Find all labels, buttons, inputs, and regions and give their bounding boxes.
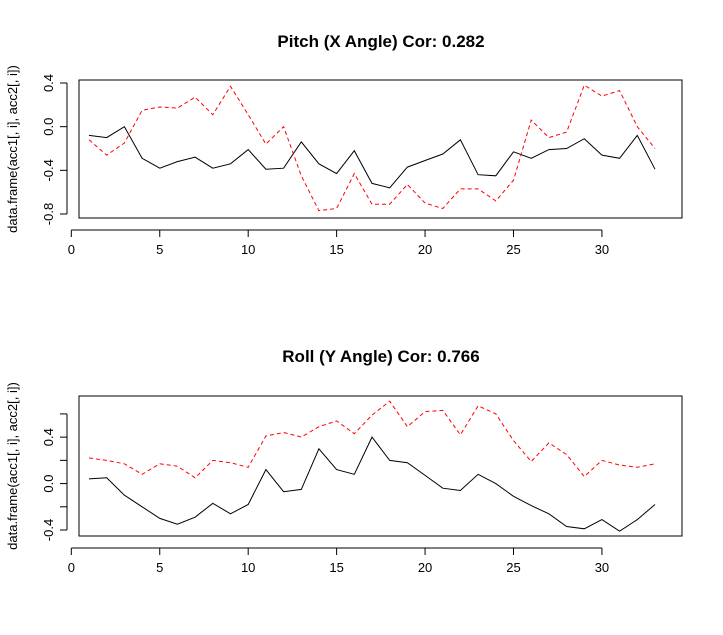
pitch-y-axis-label: data.frame(acc1[, i], acc2[, i]) — [5, 65, 20, 233]
pitch-y-tick-label: -0.8 — [41, 203, 56, 225]
roll-y-tick-label: 0.0 — [41, 475, 56, 493]
roll-y-axis: -0.4 0.0 0.4 — [41, 413, 68, 541]
pitch-x-tick-label: 20 — [418, 242, 432, 257]
pitch-x-tick-label: 30 — [595, 242, 609, 257]
pitch-x-tick-label: 25 — [506, 242, 520, 257]
roll-x-tick-label: 20 — [418, 560, 432, 575]
pitch-series — [88, 84, 656, 212]
roll-x-tick-label: 10 — [241, 560, 255, 575]
pitch-x-tick-label: 10 — [241, 242, 255, 257]
pitch-title: Pitch (X Angle) Cor: 0.282 — [277, 32, 484, 51]
pitch-y-axis: -0.8 -0.4 0.0 0.4 — [41, 74, 68, 225]
pitch-x-tick-label: 5 — [156, 242, 163, 257]
pitch-y-tick-label: 0.0 — [41, 118, 56, 136]
pitch-x-axis: 0 5 10 15 20 25 30 — [68, 229, 609, 257]
roll-series — [88, 400, 656, 532]
pitch-x-tick-label: 0 — [68, 242, 75, 257]
roll-x-tick-label: 5 — [156, 560, 163, 575]
pitch-plot-box — [78, 79, 683, 219]
roll-x-tick-label: 15 — [329, 560, 343, 575]
roll-x-tick-label: 0 — [68, 560, 75, 575]
roll-y-tick-label: 0.4 — [41, 428, 56, 446]
roll-y-tick-label: -0.4 — [41, 519, 56, 541]
pitch-y-tick-label: 0.4 — [41, 74, 56, 92]
pitch-series-acc1-line — [88, 126, 656, 189]
pitch-x-tick-label: 15 — [329, 242, 343, 257]
roll-x-tick-label: 30 — [595, 560, 609, 575]
roll-x-axis: 0 5 10 15 20 25 30 — [68, 547, 609, 575]
roll-series-acc1-line — [88, 436, 656, 532]
pitch-panel: Pitch (X Angle) Cor: 0.282 data.frame(ac… — [5, 32, 683, 257]
roll-series-acc2-line — [88, 400, 656, 479]
pitch-series-acc2-line — [88, 84, 656, 212]
roll-panel: Roll (Y Angle) Cor: 0.766 data.frame(acc… — [5, 347, 683, 575]
roll-plot-box — [78, 395, 683, 537]
roll-title: Roll (Y Angle) Cor: 0.766 — [282, 347, 479, 366]
roll-x-tick-label: 25 — [506, 560, 520, 575]
roll-y-axis-label: data.frame(acc1[, i], acc2[, i]) — [5, 382, 20, 550]
pitch-y-tick-label: -0.4 — [41, 159, 56, 181]
